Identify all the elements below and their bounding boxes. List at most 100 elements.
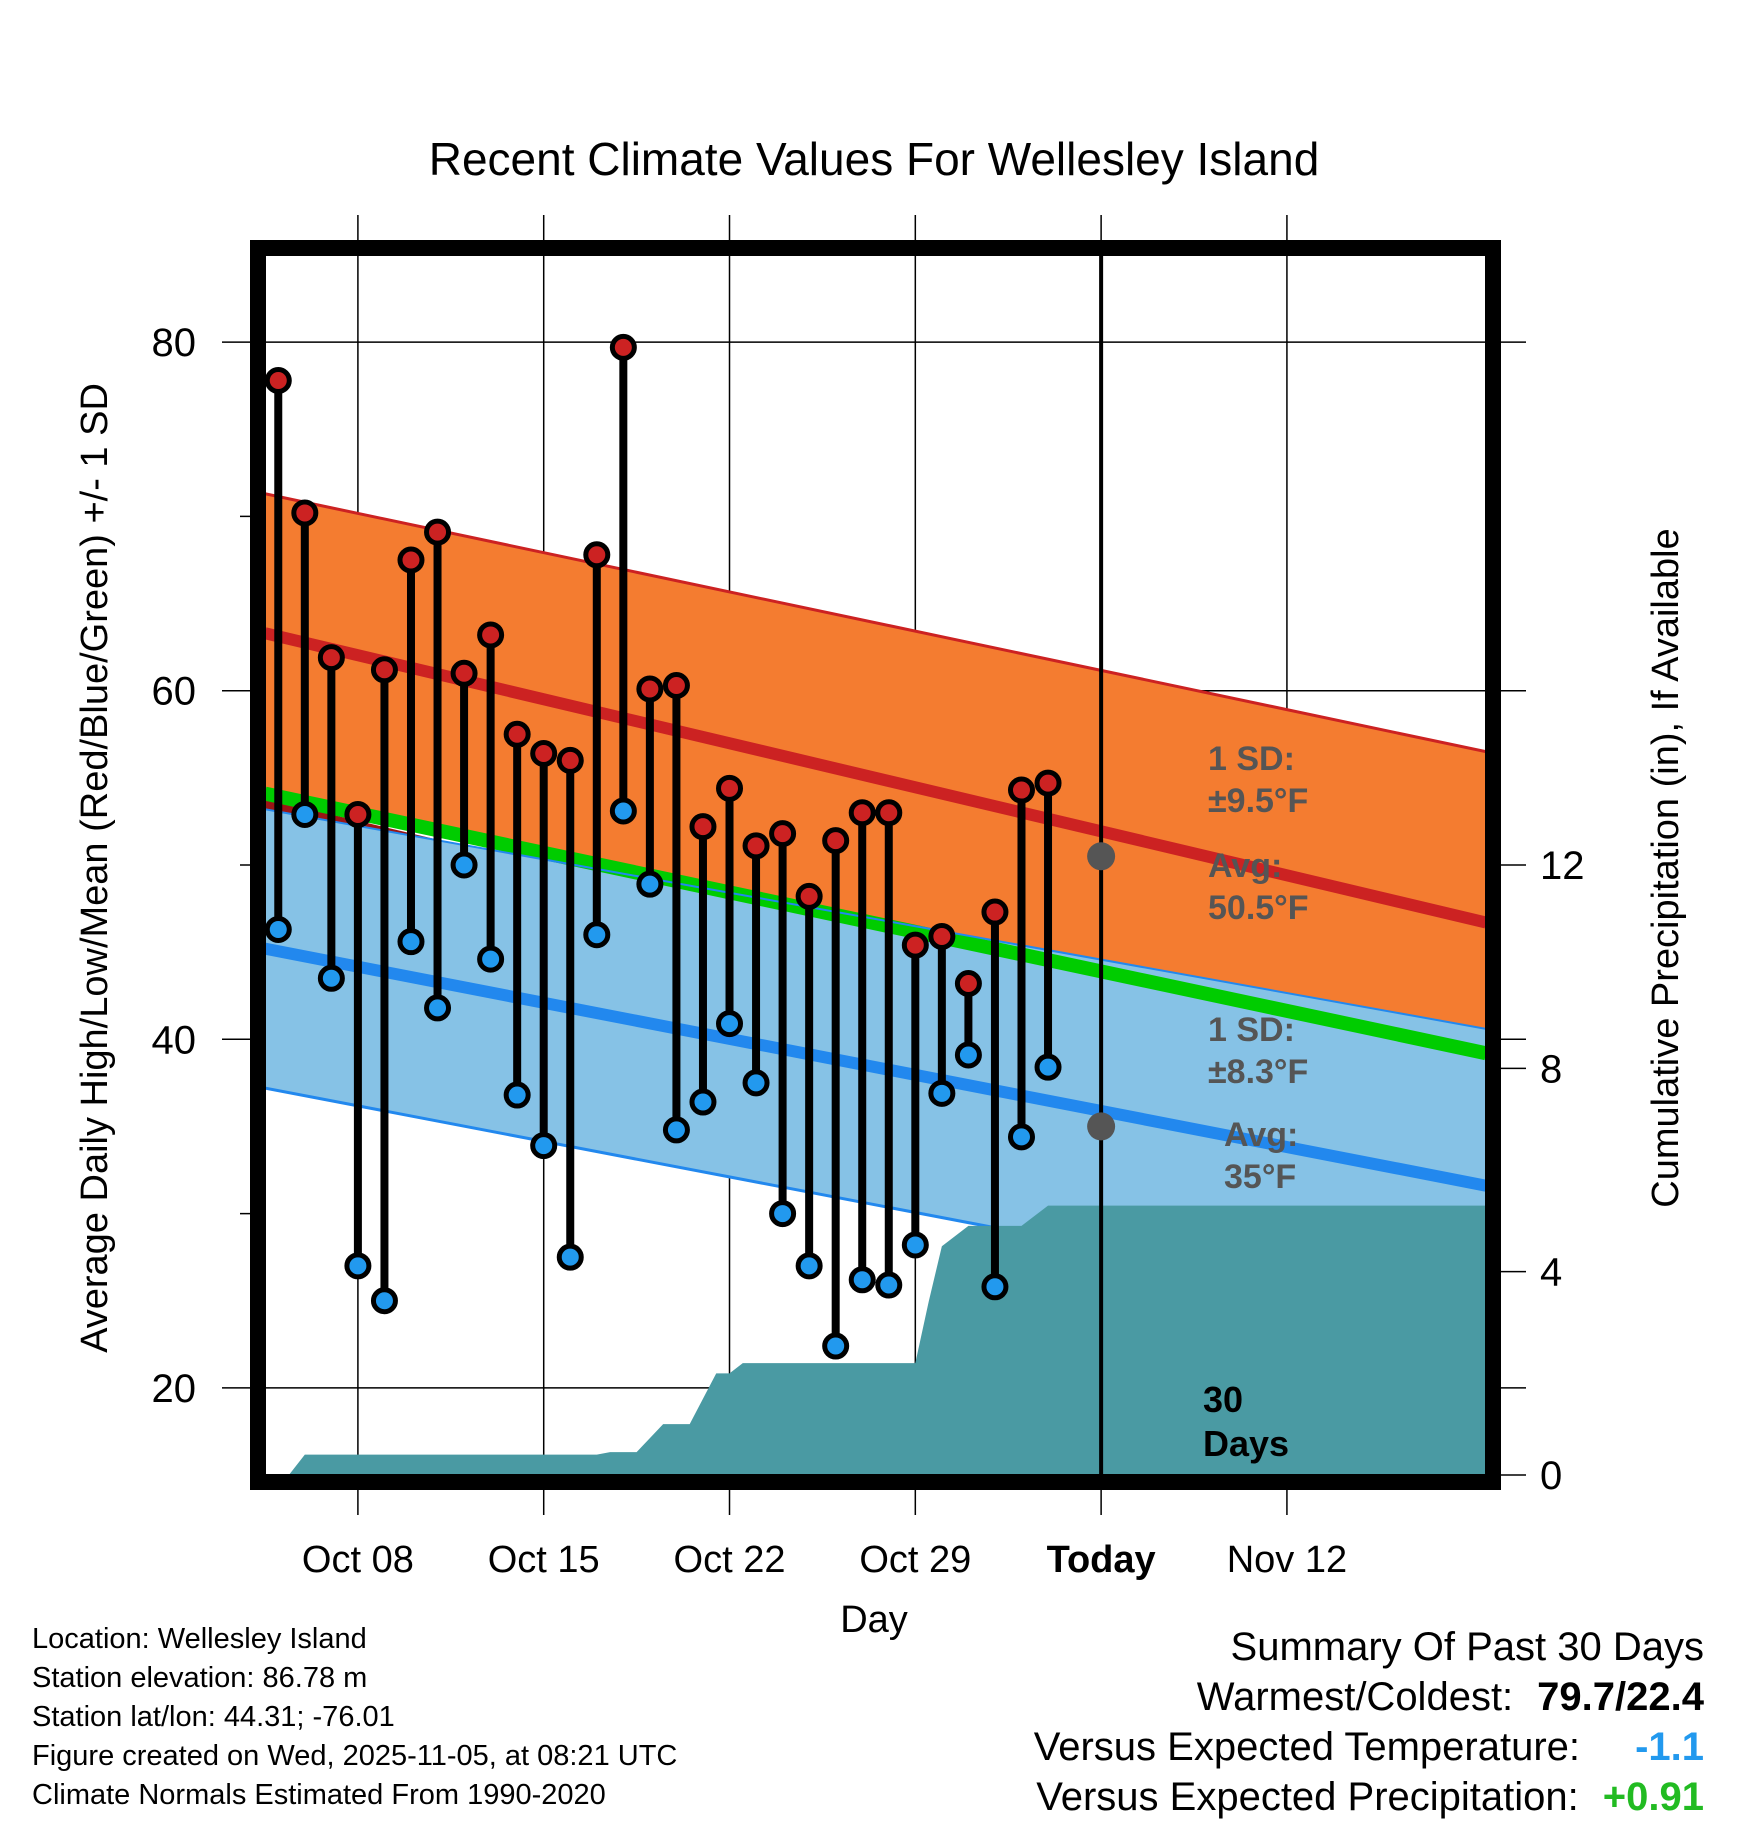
annotations: 1 SD: ±9.5°F Avg: 50.5°F 1 SD: ±8.3°F Av… bbox=[1087, 740, 1309, 1464]
high-point bbox=[264, 366, 292, 394]
high-point bbox=[1007, 776, 1035, 804]
high-point bbox=[450, 659, 478, 687]
summary-panel: Summary Of Past 30 Days Warmest/Coldest:… bbox=[1034, 1622, 1704, 1822]
high-point bbox=[636, 675, 664, 703]
precip-fill bbox=[288, 1205, 1486, 1475]
temp-label: Versus Expected Temperature: bbox=[1033, 1725, 1580, 1769]
x-tick-label: Today bbox=[1047, 1539, 1156, 1581]
high-point bbox=[1034, 769, 1062, 797]
precip-value: +0.91 bbox=[1602, 1775, 1704, 1819]
elevation-text: Station elevation: 86.78 m bbox=[32, 1662, 368, 1694]
high-point bbox=[556, 746, 584, 774]
high-point bbox=[424, 518, 452, 546]
high-sd-label: 1 SD: bbox=[1208, 740, 1295, 778]
high-point bbox=[477, 621, 505, 649]
daily-stems bbox=[274, 347, 1053, 1347]
low-point bbox=[370, 1287, 398, 1315]
high-point bbox=[769, 820, 797, 848]
high-sd-value: ±9.5°F bbox=[1208, 782, 1308, 820]
high-point bbox=[503, 720, 531, 748]
high-point bbox=[662, 671, 690, 699]
low-point bbox=[636, 870, 664, 898]
temp-value: -1.1 bbox=[1635, 1725, 1704, 1769]
y2-tick-label: 0 bbox=[1540, 1454, 1562, 1498]
low-sd-upper-line bbox=[265, 808, 1486, 1030]
low-point bbox=[716, 1010, 744, 1038]
high-avg-label: Avg: bbox=[1208, 847, 1282, 885]
high-point bbox=[317, 644, 345, 672]
high-point bbox=[954, 970, 982, 998]
low-point bbox=[609, 797, 637, 825]
high-avg-dot bbox=[1087, 842, 1116, 871]
high-avg-value: 50.5°F bbox=[1208, 889, 1309, 927]
x-tick-label: Oct 22 bbox=[674, 1539, 786, 1581]
y-tick-label: 80 bbox=[152, 321, 197, 365]
low-point bbox=[795, 1252, 823, 1280]
low-point bbox=[450, 851, 478, 879]
latlon-text: Station lat/lon: 44.31; -76.01 bbox=[32, 1701, 395, 1733]
low-point bbox=[769, 1200, 797, 1228]
days-word: Days bbox=[1203, 1423, 1289, 1464]
low-point bbox=[556, 1243, 584, 1271]
low-point bbox=[928, 1079, 956, 1107]
low-point bbox=[875, 1271, 903, 1299]
y-tick-label: 60 bbox=[152, 670, 197, 714]
low-point bbox=[424, 994, 452, 1022]
precip-label: Versus Expected Precipitation: bbox=[1036, 1775, 1579, 1819]
x-tick-label: Nov 12 bbox=[1227, 1539, 1347, 1581]
low-point bbox=[583, 921, 611, 949]
low-sd-label: 1 SD: bbox=[1208, 1011, 1295, 1049]
high-point bbox=[848, 799, 876, 827]
y-axis-label: Average Daily High/Low/Mean (Red/Blue/Gr… bbox=[74, 383, 116, 1353]
summary-warmest-row: Warmest/Coldest: 79.7/22.4 bbox=[1034, 1672, 1704, 1722]
low-avg-value: 35°F bbox=[1224, 1158, 1296, 1196]
low-point bbox=[1034, 1053, 1062, 1081]
x-tick-label: Oct 29 bbox=[859, 1539, 971, 1581]
y2-tick-label: 4 bbox=[1540, 1251, 1562, 1295]
x-tick-label: Oct 08 bbox=[302, 1539, 414, 1581]
low-point bbox=[901, 1231, 929, 1259]
high-point bbox=[689, 813, 717, 841]
high-point bbox=[530, 739, 558, 767]
low-point bbox=[530, 1132, 558, 1160]
summary-temp-row: Versus Expected Temperature: -1.1 bbox=[1034, 1722, 1704, 1772]
high-point bbox=[716, 774, 744, 802]
warmest-label: Warmest/Coldest: bbox=[1196, 1675, 1514, 1719]
low-avg-dot bbox=[1087, 1112, 1116, 1141]
low-point bbox=[1007, 1123, 1035, 1151]
precipitation-area bbox=[288, 1205, 1486, 1475]
low-point bbox=[848, 1266, 876, 1294]
high-point bbox=[928, 922, 956, 950]
low-point bbox=[264, 915, 292, 943]
low-point bbox=[981, 1273, 1009, 1301]
station-info: Location: Wellesley Island Station eleva… bbox=[32, 1620, 677, 1815]
chart-title: Recent Climate Values For Wellesley Isla… bbox=[429, 133, 1320, 185]
high-point bbox=[344, 800, 372, 828]
days-number: 30 bbox=[1203, 1379, 1243, 1420]
normal-low-line bbox=[265, 942, 1486, 1192]
y2-axis-label: Cumulative Precipitation (in), If Availa… bbox=[1645, 528, 1687, 1207]
high-point bbox=[583, 541, 611, 569]
y2-tick-label: 12 bbox=[1540, 844, 1585, 888]
low-avg-label: Avg: bbox=[1224, 1116, 1298, 1154]
created-text: Figure created on Wed, 2025-11-05, at 08… bbox=[32, 1740, 678, 1772]
axes: 20 40 60 80 0 4 8 12 Oct 08 Oct 15 Oct 22 Oct 29 Tod… bbox=[152, 321, 1585, 1581]
low-point bbox=[291, 800, 319, 828]
y2-tick-label: 8 bbox=[1540, 1047, 1562, 1091]
low-point bbox=[397, 928, 425, 956]
low-point bbox=[689, 1088, 717, 1116]
summary-heading: Summary Of Past 30 Days bbox=[1230, 1625, 1704, 1669]
y-tick-label: 20 bbox=[152, 1367, 197, 1411]
high-point bbox=[397, 546, 425, 574]
location-text: Location: Wellesley Island bbox=[32, 1623, 367, 1655]
normals-text: Climate Normals Estimated From 1990-2020 bbox=[32, 1779, 606, 1811]
summary-precip-row: Versus Expected Precipitation: +0.91 bbox=[1034, 1772, 1704, 1822]
low-point bbox=[662, 1116, 690, 1144]
x-axis-label: Day bbox=[840, 1599, 908, 1641]
low-point bbox=[742, 1069, 770, 1097]
low-point bbox=[503, 1081, 531, 1109]
y-tick-label: 40 bbox=[152, 1018, 197, 1062]
daily-points bbox=[264, 333, 1062, 1360]
low-sd-value: ±8.3°F bbox=[1208, 1053, 1308, 1091]
low-point bbox=[317, 964, 345, 992]
